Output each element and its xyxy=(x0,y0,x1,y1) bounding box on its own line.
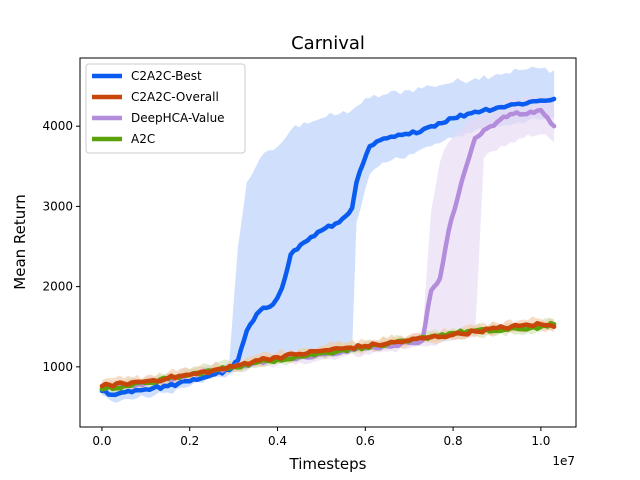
chart-title: Carnival xyxy=(291,33,365,54)
y-axis: 1000 2000 3000 4000 xyxy=(42,119,80,374)
line-c2a2c-overall xyxy=(99,321,557,389)
x-tick-label: 0.4 xyxy=(268,434,287,448)
legend-label-c2a2c-overall: C2A2C-Overall xyxy=(131,90,219,104)
band-deephca-value xyxy=(101,94,555,395)
y-tick-label: 2000 xyxy=(42,280,73,294)
line-c2a2c-best xyxy=(99,96,557,398)
series-lines xyxy=(99,96,557,398)
legend-label-deephca-value: DeepHCA-Value xyxy=(131,111,225,125)
x-tick-label: 0.0 xyxy=(92,434,111,448)
legend-box xyxy=(85,63,246,154)
y-axis-title: Mean Return xyxy=(11,194,29,289)
plot-frame xyxy=(79,57,577,428)
legend: C2A2C-Best C2A2C-Overall DeepHCA-Value A2C xyxy=(85,63,246,154)
x-axis-title: Timesteps xyxy=(289,455,367,473)
x-tick-label: 0.6 xyxy=(356,434,375,448)
x-axis: 0.0 0.2 0.4 0.6 0.8 1.0 xyxy=(92,427,550,448)
x-scale-label: 1e7 xyxy=(552,454,575,468)
x-tick-label: 1.0 xyxy=(531,434,550,448)
band-c2a2c-best xyxy=(101,66,555,403)
x-tick-label: 0.8 xyxy=(444,434,463,448)
y-tick-label: 1000 xyxy=(42,360,73,374)
y-tick-label: 4000 xyxy=(42,119,73,133)
y-tick-label: 3000 xyxy=(42,199,73,213)
legend-label-c2a2c-best: C2A2C-Best xyxy=(131,69,202,83)
x-tick-label: 0.2 xyxy=(180,434,199,448)
legend-label-a2c: A2C xyxy=(131,132,155,146)
